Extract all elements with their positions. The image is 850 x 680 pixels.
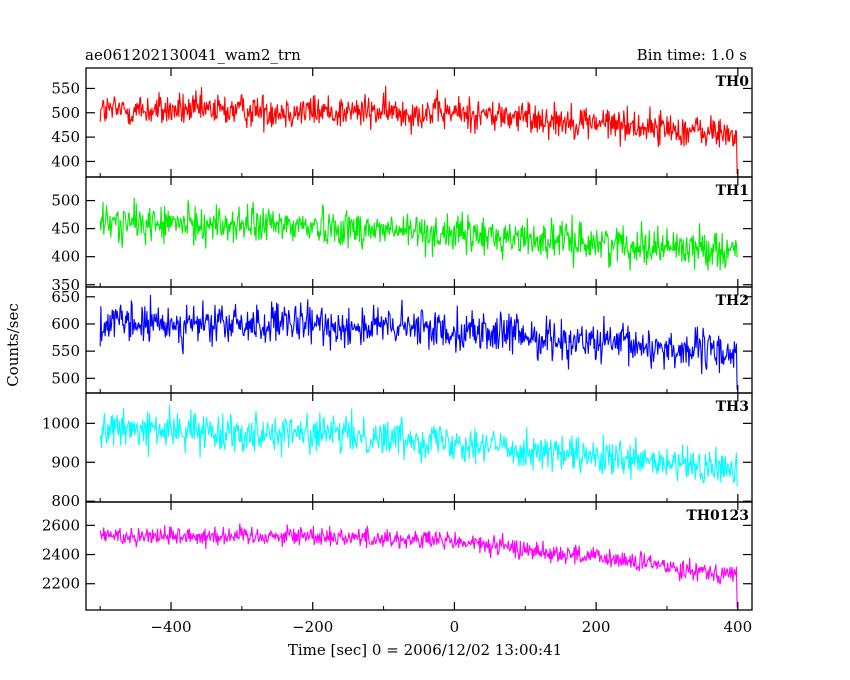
panel-label-th3: TH3 xyxy=(716,399,749,415)
x-tick-label: −400 xyxy=(150,618,191,636)
panel-th1: 350 400 450 500 TH1 xyxy=(51,176,753,294)
panels-group: 400 450 500 550 TH0 350 400 450 500 TH1 500 550 600 6… xyxy=(42,67,753,636)
y-tick-label: 350 xyxy=(51,276,80,294)
panel-th2: 500 550 600 650 TH2 xyxy=(51,286,753,394)
x-tick-label: −200 xyxy=(292,618,333,636)
panel-frame xyxy=(85,286,753,394)
y-tick-label: 2200 xyxy=(42,575,80,593)
y-tick-label: 800 xyxy=(51,492,80,510)
chart-title: ae061202130041_wam2_trn xyxy=(85,46,301,64)
series-line-th0123 xyxy=(99,523,738,608)
y-tick-label: 400 xyxy=(51,152,80,170)
y-tick-label: 550 xyxy=(51,342,80,360)
panel-label-th2: TH2 xyxy=(716,293,749,309)
y-tick-label: 650 xyxy=(51,288,80,306)
y-tick-label: 450 xyxy=(51,128,80,146)
y-tick-label: 500 xyxy=(51,104,80,122)
panel-th3: 800 900 1000 TH3 xyxy=(42,392,753,510)
y-tick-label: 550 xyxy=(51,79,80,97)
series-line-th2 xyxy=(99,294,738,390)
x-tick-label: 400 xyxy=(724,618,753,636)
panel-label-th0123: TH0123 xyxy=(686,508,749,524)
series-line-th3 xyxy=(99,404,738,487)
y-tick-label: 400 xyxy=(51,248,80,266)
y-tick-label: 900 xyxy=(51,453,80,471)
x-axis-label: Time [sec] 0 = 2006/12/02 13:00:41 xyxy=(288,641,562,659)
panel-label-th1: TH1 xyxy=(716,183,749,199)
panel-frame xyxy=(85,501,753,611)
x-tick-label: 0 xyxy=(450,618,460,636)
bin-time-label: Bin time: 1.0 s xyxy=(637,46,747,64)
y-tick-label: 450 xyxy=(51,220,80,238)
panel-th0: 400 450 500 550 TH0 xyxy=(51,67,753,178)
y-tick-label: 600 xyxy=(51,315,80,333)
series-line-th0 xyxy=(99,85,738,175)
y-tick-label: 500 xyxy=(51,192,80,210)
y-tick-label: 1000 xyxy=(42,414,80,432)
y-tick-label: 500 xyxy=(51,369,80,387)
y-tick-label: 2600 xyxy=(42,516,80,534)
y-tick-label: 2400 xyxy=(42,546,80,564)
y-axis-label: Counts/sec xyxy=(4,303,22,387)
panel-label-th0: TH0 xyxy=(716,74,750,90)
panel-frame xyxy=(85,67,753,178)
panel-th0123: 2200 2400 2600 TH0123 xyxy=(42,501,753,611)
series-line-th1 xyxy=(99,197,738,271)
x-tick-label: 200 xyxy=(582,618,611,636)
